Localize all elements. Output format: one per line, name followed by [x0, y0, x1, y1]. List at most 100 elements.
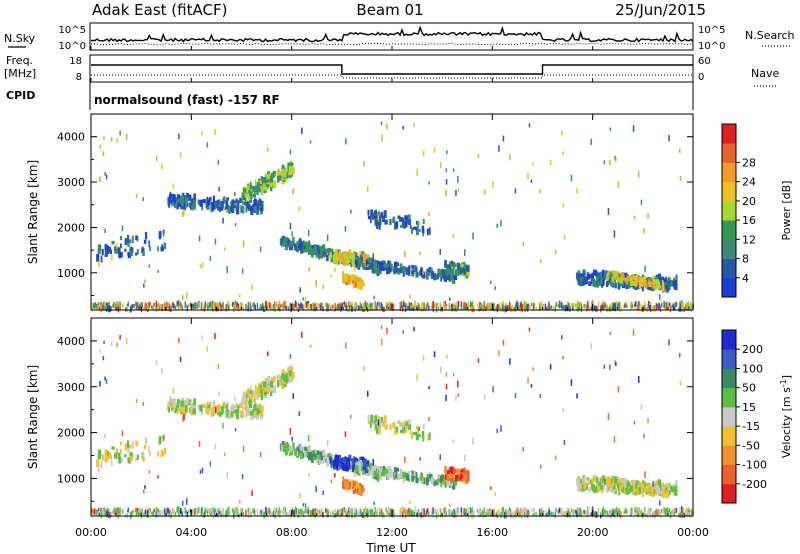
- velocity-echo: [186, 498, 188, 505]
- velocity-echo: [280, 509, 282, 514]
- x-tick-label: 00:00: [677, 526, 709, 539]
- velocity-echo: [425, 477, 429, 486]
- power-echo: [254, 304, 257, 310]
- power-echo: [299, 240, 302, 245]
- velocity-echo: [590, 512, 592, 516]
- velocity-echo: [665, 482, 667, 488]
- power-echo: [284, 238, 288, 242]
- velocity-echo: [649, 507, 652, 512]
- power-echo: [346, 256, 349, 262]
- power-echo: [632, 281, 635, 286]
- velocity-echo: [674, 512, 676, 517]
- velocity-echo: [674, 508, 676, 514]
- velocity-echo: [178, 337, 180, 344]
- velocity-echo: [400, 474, 403, 479]
- power-echo: [165, 306, 167, 312]
- power-echo: [562, 305, 564, 311]
- power-echo: [494, 286, 496, 290]
- velocity-echo: [104, 459, 107, 463]
- power-echo: [682, 301, 684, 308]
- velocity-echo: [347, 510, 349, 517]
- power-echo: [192, 303, 194, 310]
- velocity-echo: [457, 507, 459, 513]
- velocity-echo: [276, 380, 280, 388]
- power-echo: [607, 271, 610, 276]
- nsearch-tick-low: 10^0: [698, 41, 725, 52]
- velocity-echo: [509, 358, 511, 365]
- power-echo: [332, 304, 334, 309]
- velocity-echo: [355, 465, 358, 471]
- velocity-echo: [289, 354, 292, 359]
- power-echo: [206, 142, 209, 148]
- velocity-echo: [467, 511, 470, 518]
- velocity-echo: [436, 508, 438, 513]
- power-echo: [314, 302, 316, 306]
- velocity-echo: [243, 392, 246, 398]
- velocity-echo: [101, 454, 104, 461]
- power-echo: [322, 254, 326, 258]
- velocity-echo: [664, 508, 667, 515]
- power-echo: [562, 202, 565, 208]
- velocity-echo: [348, 511, 351, 519]
- velocity-echo: [688, 512, 690, 517]
- velocity-echo: [330, 511, 332, 517]
- velocity-echo: [640, 404, 643, 410]
- velocity-echo: [97, 453, 101, 460]
- velocity-echo: [490, 512, 492, 517]
- power-echo: [625, 282, 629, 290]
- velocity-echo: [367, 390, 369, 397]
- power-echo: [391, 302, 394, 310]
- velocity-echo: [214, 511, 217, 515]
- power-echo: [174, 305, 177, 310]
- power-echo: [356, 253, 359, 257]
- freq-unit-label: [MHz]: [4, 67, 36, 80]
- velocity-echo: [346, 462, 349, 467]
- power-echo: [211, 202, 215, 210]
- velocity-echo: [120, 457, 123, 463]
- velocity-echo: [652, 512, 654, 518]
- colorbar-swatch: [722, 258, 736, 279]
- power-echo: [634, 279, 637, 287]
- power-echo: [273, 301, 276, 309]
- power-echo: [201, 261, 204, 268]
- power-echo: [178, 305, 180, 310]
- power-echo: [153, 303, 155, 307]
- velocity-echo: [660, 482, 664, 489]
- velocity-echo: [455, 475, 459, 479]
- velocity-echo: [502, 339, 505, 346]
- velocity-echo: [640, 509, 642, 515]
- power-echo: [436, 273, 439, 279]
- velocity-echo: [500, 425, 502, 432]
- power-echo: [129, 250, 133, 257]
- velocity-echo: [282, 509, 284, 515]
- y-tick-label: 2000: [57, 427, 85, 440]
- power-echo: [224, 247, 226, 251]
- velocity-echo: [413, 431, 417, 435]
- power-echo: [672, 303, 675, 311]
- power-echo: [540, 259, 542, 264]
- power-echo: [377, 214, 380, 221]
- power-echo: [451, 303, 453, 308]
- power-echo: [510, 307, 512, 312]
- velocity-echo: [168, 407, 171, 413]
- y-axis-label: Slant Range [km]: [26, 365, 40, 469]
- velocity-echo: [377, 465, 379, 473]
- velocity-echo: [367, 510, 369, 516]
- nave-line: [91, 74, 693, 79]
- velocity-echo: [617, 488, 620, 495]
- power-echo: [681, 302, 683, 309]
- velocity-echo: [222, 422, 224, 429]
- velocity-echo: [682, 507, 684, 514]
- velocity-echo: [226, 509, 228, 514]
- power-echo: [400, 224, 404, 228]
- power-echo: [616, 300, 618, 308]
- velocity-echo: [345, 460, 348, 468]
- velocity-echo: [423, 510, 426, 515]
- power-echo: [416, 169, 418, 177]
- velocity-echo: [378, 507, 380, 515]
- noise-sky-line: [90, 25, 694, 43]
- velocity-echo: [386, 509, 388, 515]
- velocity-echo: [178, 511, 180, 516]
- power-echo: [375, 307, 377, 311]
- power-echo: [422, 218, 425, 225]
